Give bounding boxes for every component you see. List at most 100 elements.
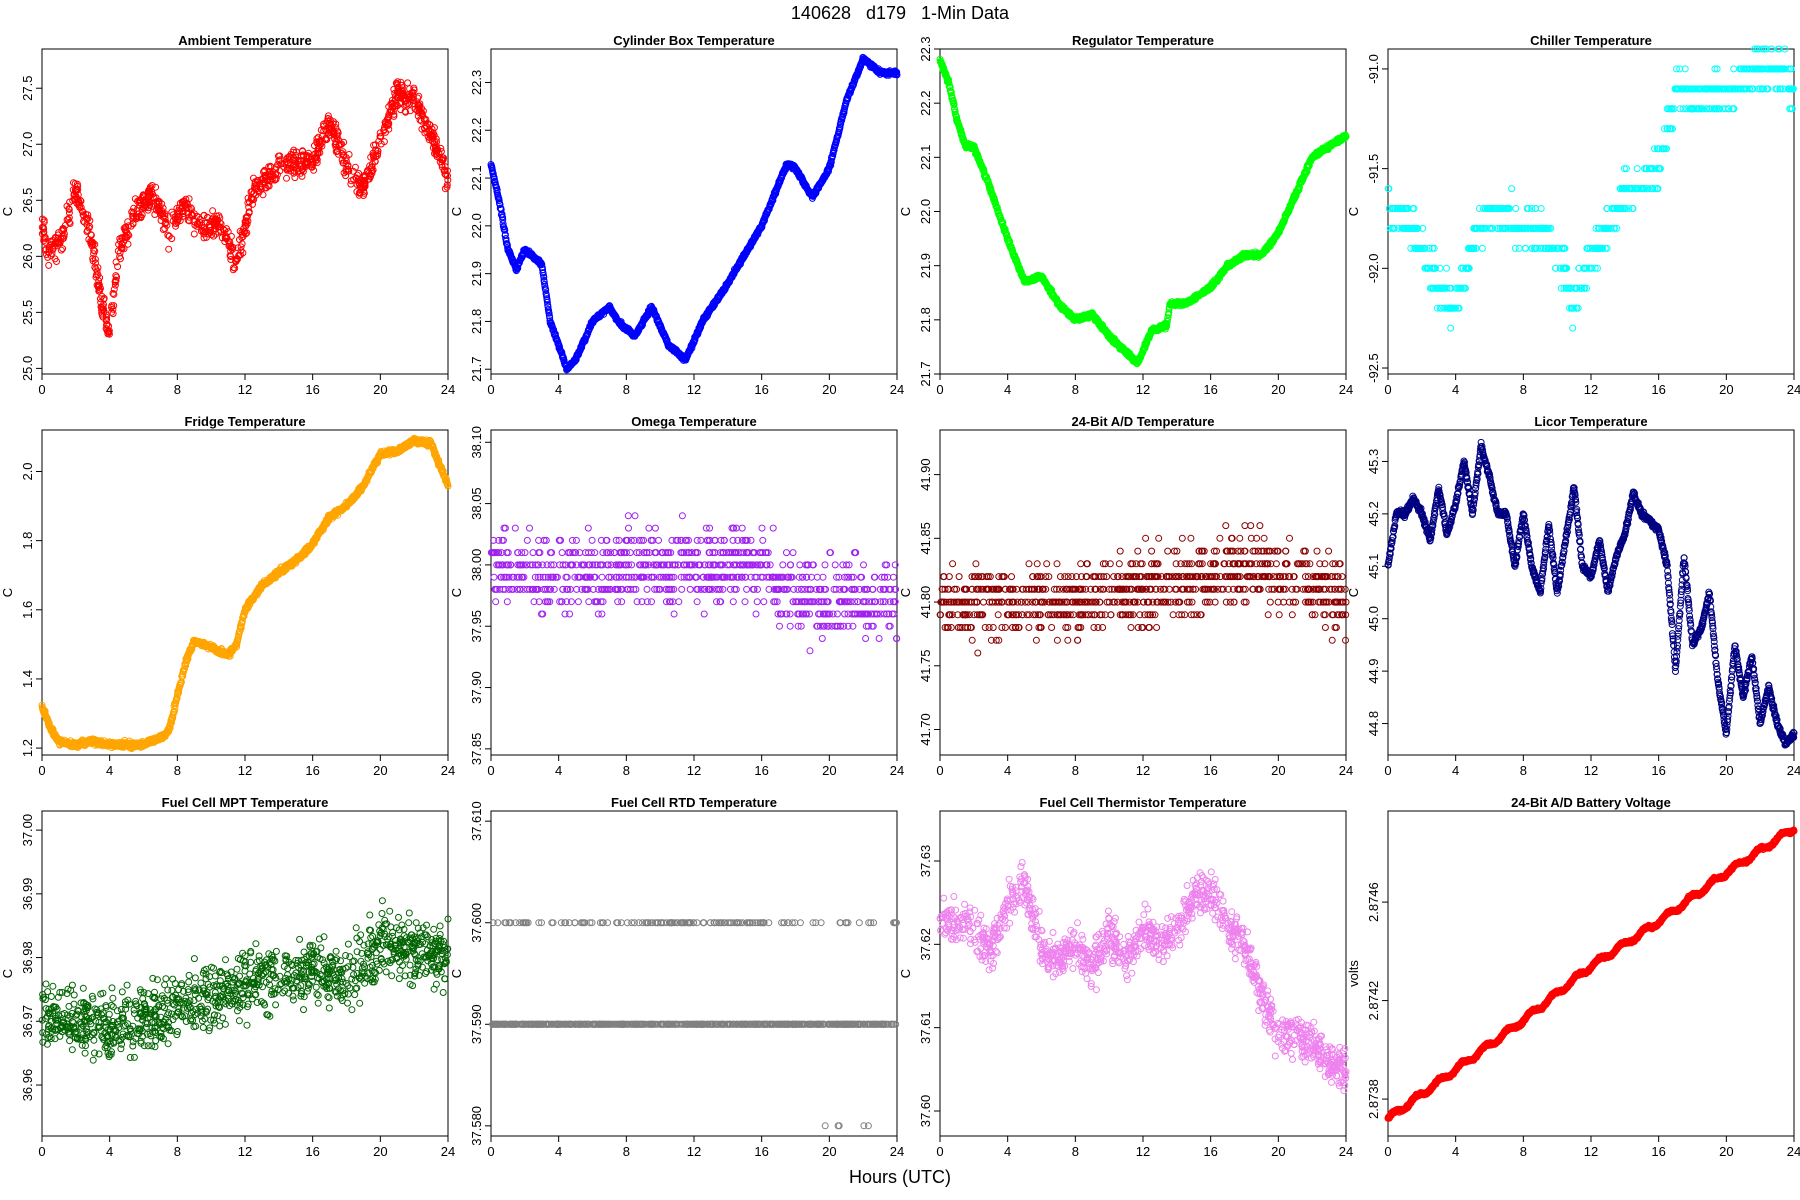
y-tick-label: -92.5 [1366,353,1381,383]
data-point [193,212,201,220]
data-point [540,278,548,286]
data-point [225,242,233,250]
data-point [388,107,396,115]
plot-frame [41,48,449,375]
data-point [65,205,73,213]
data-point [297,169,305,177]
data-point [175,208,183,215]
data-point [1475,205,1483,212]
x-tick-label: 24 [1787,382,1800,397]
data-point [60,232,68,240]
data-point [38,230,46,238]
data-point [355,191,363,199]
data-point [281,160,289,168]
data-point [340,159,348,167]
data-point [317,126,325,134]
data-point [111,281,119,289]
data-point [426,121,433,128]
data-point [340,138,348,146]
data-point [409,93,417,100]
data-point [495,197,503,205]
data-point [98,304,106,312]
data-point [72,192,80,200]
data-point [542,286,550,294]
data-point [501,226,509,234]
data-point [312,153,320,161]
data-point [109,305,117,313]
data-point [543,298,551,306]
data-point [393,81,401,89]
data-point [157,206,165,214]
data-point [417,108,425,116]
data-point [283,166,291,174]
data-point [110,302,118,310]
data-point [1569,324,1577,332]
data-point [112,272,120,280]
data-point [388,96,396,104]
data-point [426,134,434,142]
data-point [253,181,261,189]
data-point [217,228,225,236]
data-point [443,181,451,189]
x-tick-label: 8 [623,382,630,397]
data-point [257,185,265,193]
data-point [342,172,350,180]
data-point [415,92,423,100]
data-point [400,91,408,99]
data-point [278,160,286,168]
x-tick-label: 0 [936,382,943,397]
y-tick-label: 21.8 [918,307,933,332]
x-tick-label: 4 [1452,382,1459,397]
data-point [406,107,414,115]
data-point [380,138,388,146]
data-series [936,55,1350,368]
data-point [93,267,101,275]
data-point [57,246,65,254]
data-point [1443,264,1450,272]
y-tick-label: 27.0 [20,132,35,157]
data-point [86,217,94,225]
data-point [243,229,251,237]
data-point [371,157,379,165]
data-point [298,172,306,180]
data-point [353,171,361,179]
data-point [71,180,79,188]
data-point [324,115,332,123]
data-point [265,182,273,190]
data-point [145,187,152,195]
data-point [1478,244,1486,252]
data-point [194,219,202,227]
data-point [212,225,220,233]
data-point [414,101,422,109]
data-point [40,237,48,245]
data-point [245,209,253,216]
data-point [236,227,244,235]
data-point [137,214,145,222]
data-point [49,246,57,253]
data-point [223,234,231,242]
data-point [185,213,193,221]
x-tick-label: 16 [305,382,319,397]
x-tick-label: 16 [754,382,768,397]
data-point [164,231,172,239]
data-point [204,213,211,221]
x-tick-label: 12 [1584,382,1598,397]
data-point [91,255,99,263]
data-point [402,94,409,102]
data-point [114,263,122,271]
data-point [229,266,237,274]
y-tick-label: 22.2 [918,91,933,116]
data-point [320,122,328,130]
data-point [439,156,447,164]
y-tick-label: -91.0 [1366,54,1381,84]
y-tick-label: 27.5 [20,76,35,101]
x-tick-label: 20 [822,382,836,397]
data-point [261,179,269,186]
y-tick-label: 21.9 [918,253,933,278]
data-point [1515,244,1523,252]
x-tick-label: 8 [174,382,181,397]
data-point [145,194,153,202]
data-point [1633,165,1641,173]
data-point [430,124,438,132]
